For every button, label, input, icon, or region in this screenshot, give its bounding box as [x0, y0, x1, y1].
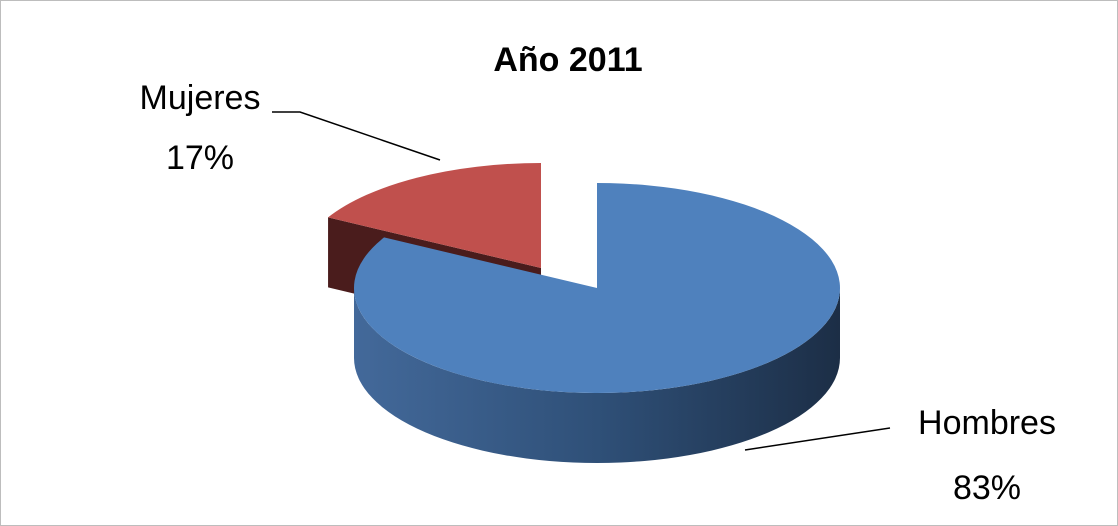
slice-value-label: 83%: [953, 469, 1021, 507]
slice-value-label: 17%: [166, 139, 234, 177]
slice-label: Mujeres: [140, 79, 261, 117]
slice: [353, 183, 840, 393]
chart-title: Año 2011: [493, 41, 642, 79]
slice: [328, 163, 541, 268]
slice-side: [354, 288, 840, 463]
leader-line: [272, 111, 441, 161]
leader-line: [744, 427, 891, 451]
slice-label: Hombres: [918, 404, 1056, 442]
